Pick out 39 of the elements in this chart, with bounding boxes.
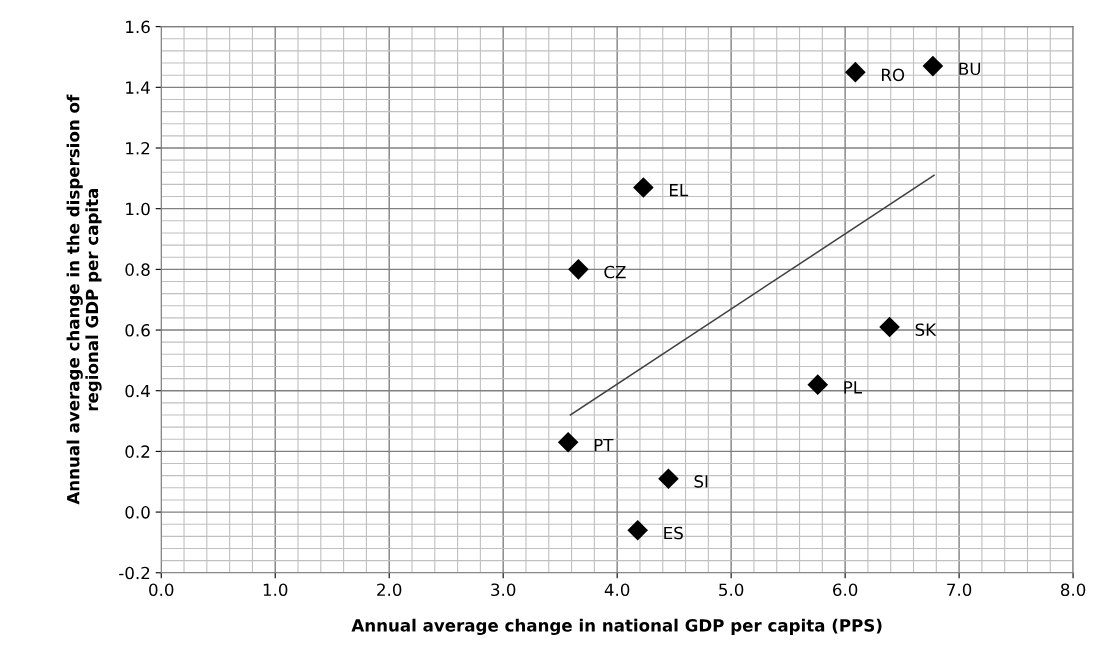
x-tick-label: 3.0 [491,583,516,597]
x-tick-label: 0.0 [149,583,174,597]
x-tick-label: 6.0 [833,583,858,597]
x-axis-title: Annual average change in national GDP per capita (PPS) [351,618,882,636]
y-tick-label: 0.8 [125,263,150,276]
y-tick-label: 0.2 [125,445,150,458]
x-tick-label: 1.0 [263,583,288,597]
point [807,374,829,395]
point [845,61,866,83]
annotation: ES [664,526,683,540]
point [568,259,589,280]
y-tick-label: 0.6 [125,324,150,337]
point [922,55,944,77]
y-tick-label: 0.0 [125,506,150,519]
annotation: CZ [604,265,626,279]
point [633,177,654,198]
x-tick-label: 4.0 [604,583,630,597]
point [658,468,679,490]
y-tick-label: 1.4 [126,81,150,94]
point [557,432,579,453]
point [879,316,900,338]
annotation: BU [959,62,981,76]
annotation: SI [694,475,708,488]
x-tick-label: 2.0 [377,583,402,597]
x-tick-label: 8.0 [1060,583,1086,597]
annotation: PL [844,381,863,394]
annotation: SK [915,323,937,337]
y-tick-label: 0.4 [125,384,150,398]
x-tick-label: 5.0 [719,583,744,597]
y-tick-label: 1.6 [126,20,150,34]
annotation: RO [882,68,905,82]
annotation: EL [670,184,689,197]
y-tick-label: 1.0 [126,202,150,216]
x-tick-label: 7.0 [947,583,972,597]
annotation: PT [594,438,614,452]
y-axis-title: Annual average change in the dispersion of regional GDP per capita [66,94,102,505]
y-tick-label: -0.2 [119,566,150,580]
point [627,519,648,541]
y-tick-label: 1.2 [126,141,150,155]
